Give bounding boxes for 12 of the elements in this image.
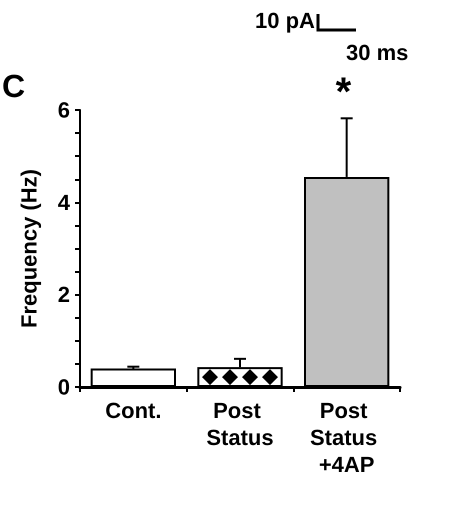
x-tick-label: Post Status +4AP [310,398,384,477]
x-tick-label: Post Status [206,398,274,450]
y-tick-label: 0 [58,374,70,400]
y-tick-label: 2 [58,282,70,308]
text: C [2,68,26,105]
y-tick-label: 6 [58,98,70,122]
y-tick-label: 4 [58,190,71,215]
x-tick-label: Cont. [105,398,162,423]
text: 30 ms [346,40,408,66]
y-axis-title: Frequency (Hz) [16,169,42,328]
annotation: * [336,70,352,116]
text: 10 pA [255,8,315,34]
